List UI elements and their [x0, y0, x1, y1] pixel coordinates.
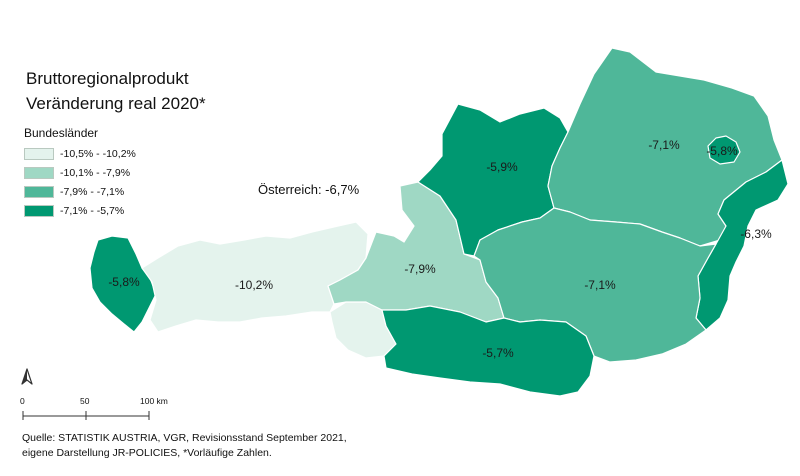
- legend-item: -10,5% - -10,2%: [24, 147, 136, 161]
- legend-label: -10,1% - -7,9%: [60, 167, 131, 179]
- legend-label: -7,1% - -5,7%: [60, 205, 125, 217]
- legend-swatch: [24, 205, 54, 217]
- source-note: Quelle: STATISTIK AUSTRIA, VGR, Revision…: [22, 431, 347, 461]
- legend-label: -10,5% - -10,2%: [60, 148, 136, 160]
- map-subtitle: Veränderung real 2020*: [26, 94, 206, 113]
- legend-heading: Bundesländer: [24, 126, 99, 140]
- scale-tick-label: 100 km: [140, 396, 168, 406]
- north-arrow-icon: [21, 368, 33, 385]
- region-wien[interactable]: [707, 135, 741, 165]
- region-kaernten[interactable]: [381, 305, 595, 397]
- region-label-burgenland: -6,3%: [740, 227, 772, 241]
- scale-tick-label: 0: [20, 396, 25, 406]
- austria-total-label: Österreich: -6,7%: [258, 182, 360, 197]
- region-label-steiermark: -7,1%: [584, 278, 616, 292]
- map-title: Bruttoregionalprodukt: [26, 69, 189, 88]
- source-line: Quelle: STATISTIK AUSTRIA, VGR, Revision…: [22, 432, 347, 444]
- region-label-oberoesterreich: -5,9%: [486, 160, 518, 174]
- scale-tick-label: 50: [80, 396, 90, 406]
- legend-label: -7,9% - -7,1%: [60, 186, 125, 198]
- region-label-vorarlberg: -5,8%: [108, 275, 140, 289]
- legend-item: -7,1% - -5,7%: [24, 204, 124, 218]
- region-label-wien: -5,8%: [706, 144, 738, 158]
- region-label-tirol: -10,2%: [235, 278, 273, 292]
- legend-swatch: [24, 148, 54, 160]
- region-label-kaernten: -5,7%: [482, 346, 514, 360]
- region-label-niederoesterreich: -7,1%: [648, 138, 680, 152]
- region-vorarlberg[interactable]: [89, 235, 157, 333]
- source-line: eigene Darstellung JR-POLICIES, *Vorläuf…: [22, 447, 272, 459]
- scale-bar: 0 50 100 km: [20, 396, 180, 426]
- legend-swatch: [24, 167, 54, 179]
- legend-item: -7,9% - -7,1%: [24, 185, 124, 199]
- legend-item: -10,1% - -7,9%: [24, 166, 130, 180]
- scale-bar-line: [22, 411, 150, 420]
- region-label-salzburg: -7,9%: [404, 262, 436, 276]
- legend-swatch: [24, 186, 54, 198]
